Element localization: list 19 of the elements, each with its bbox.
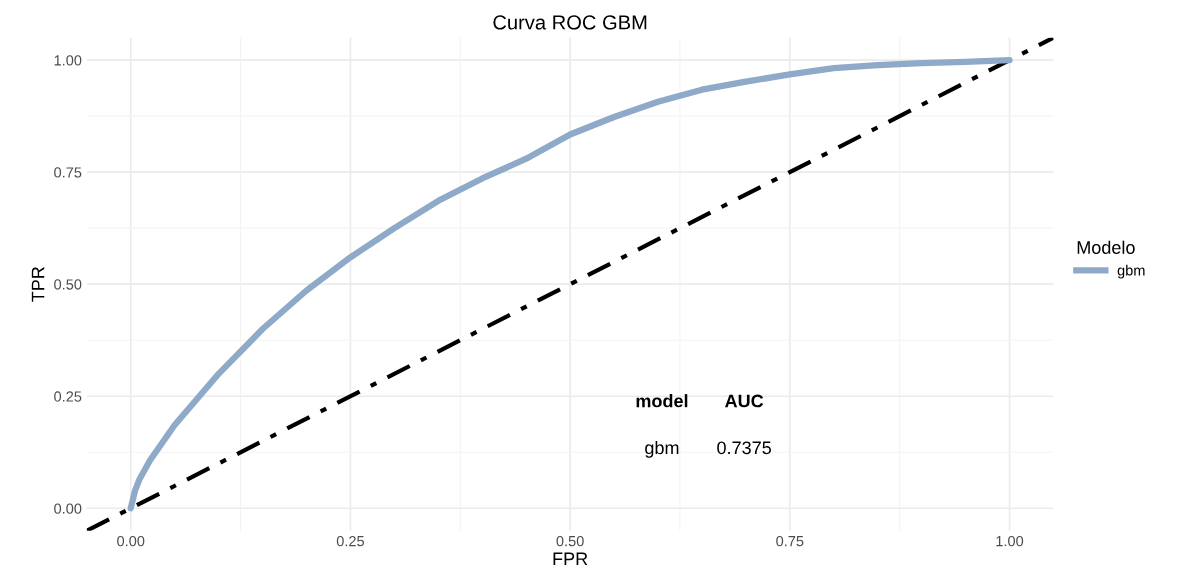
x-tick-label: 0.00 <box>117 535 145 547</box>
y-tick-label: 0.75 <box>54 167 82 178</box>
annotation: AUC <box>725 394 764 408</box>
legend-title: Modelo <box>1077 240 1135 254</box>
chart-title: Curva ROC GBM <box>493 15 647 30</box>
x-tick-label: 0.25 <box>336 535 365 547</box>
y-axis-title: TPR <box>31 266 45 302</box>
legend-label: gbm <box>1117 264 1145 279</box>
y-tick-label: 0.25 <box>54 391 82 402</box>
y-tick-label: 0.50 <box>54 279 82 290</box>
y-tick-label: 0.00 <box>54 503 82 514</box>
annotation: gbm <box>645 440 679 458</box>
x-axis-title: FPR <box>553 552 588 566</box>
y-tick-label: 1.00 <box>54 55 82 66</box>
x-tick-label: 1.00 <box>996 535 1024 547</box>
x-tick-label: 0.75 <box>776 535 804 547</box>
annotation: 0.7375 <box>717 441 771 455</box>
x-tick-label: 0.50 <box>556 535 584 547</box>
annotation: model <box>636 394 688 408</box>
